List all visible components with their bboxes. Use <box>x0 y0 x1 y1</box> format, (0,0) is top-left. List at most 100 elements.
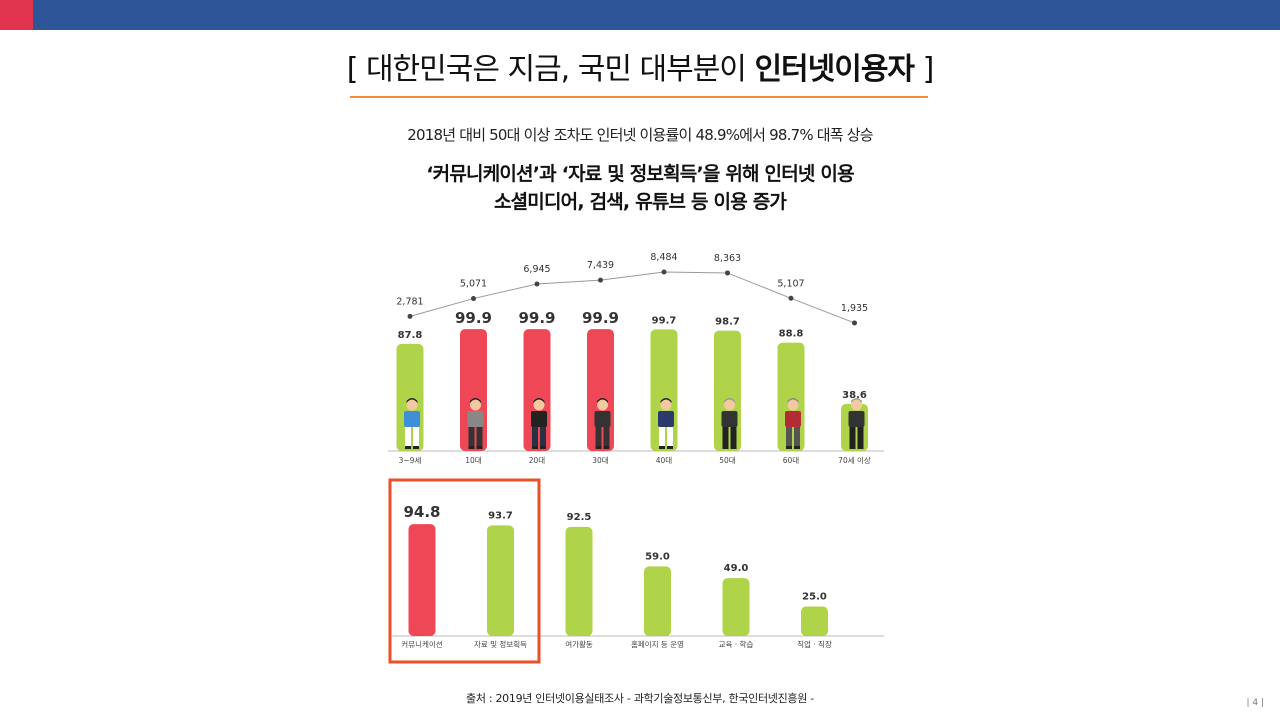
title-prefix: [ 대한민국은 지금, 국민 대부분이 <box>346 52 755 87</box>
age-bar-value: 99.9 <box>455 309 492 327</box>
purpose-bar <box>408 524 436 636</box>
figure-left-shoe <box>405 446 411 449</box>
highlight-box <box>388 478 541 664</box>
figure-hair <box>470 398 481 403</box>
subtitle-purpose-line1: ‘커뮤니케이션’과 ‘자료 및 정보획득’을 위해 인터넷 이용 <box>426 163 854 185</box>
population-point <box>471 296 476 302</box>
age-category-label: 3~9세 <box>399 456 422 465</box>
middle-aged-figure-icon <box>721 398 738 449</box>
purpose-bar <box>722 578 750 636</box>
population-label: 2,781 <box>396 296 423 307</box>
businessman-figure-icon <box>658 398 674 449</box>
purpose-category-label: 자료 및 정보획득 <box>474 639 527 649</box>
purpose-category-label: 직업 · 직장 <box>797 639 832 649</box>
figure-left-leg <box>849 427 856 447</box>
figure-left-shoe <box>468 446 475 449</box>
title-suffix: ] <box>914 52 935 87</box>
figure-head <box>597 399 608 411</box>
purpose-category-label: 교육 · 학습 <box>719 639 754 649</box>
population-point <box>852 320 857 326</box>
age-bar-value: 99.9 <box>582 309 619 327</box>
purpose-category-label: 여가활동 <box>565 639 593 649</box>
figure-right-leg <box>857 427 864 447</box>
figure-left-shoe <box>786 446 792 449</box>
title-underline <box>350 96 928 98</box>
figure-torso <box>531 411 547 427</box>
purpose-bar <box>565 526 593 636</box>
figure-left-leg <box>532 427 538 447</box>
figure-torso <box>721 411 738 427</box>
purpose-bar-value: 92.5 <box>567 512 592 523</box>
age-category-label: 30대 <box>592 456 609 465</box>
figure-right-leg <box>540 427 546 447</box>
figure-right-shoe <box>540 446 546 449</box>
figure-torso <box>785 411 801 427</box>
figure-right-leg <box>476 427 483 447</box>
population-point <box>661 269 667 275</box>
figure-torso <box>658 411 674 427</box>
figure-head <box>724 399 735 411</box>
age-bar-value: 87.8 <box>398 330 423 341</box>
source-note: 출처 : 2019년 인터넷이용실태조사 - 과학기술정보통신부, 한국인터넷진… <box>466 692 814 705</box>
population-label: 5,071 <box>460 279 487 290</box>
purpose-bar-value: 59.0 <box>645 551 670 562</box>
figure-left-leg <box>468 427 475 447</box>
figure-hair <box>533 398 545 403</box>
age-bar-value: 88.8 <box>779 329 804 340</box>
young-adult-figure-icon <box>531 398 547 449</box>
population-label: 5,107 <box>777 278 804 289</box>
population-point <box>788 295 794 301</box>
figure-right-shoe <box>667 446 673 449</box>
figure-head <box>851 399 862 411</box>
purpose-bar-value: 25.0 <box>802 592 827 603</box>
age-category-label: 60대 <box>783 456 800 465</box>
figure-hair <box>406 398 418 403</box>
population-point <box>598 277 603 283</box>
figure-torso <box>467 411 484 427</box>
figure-head <box>660 399 672 411</box>
figure-left-shoe <box>532 446 538 449</box>
figure-right-shoe <box>794 446 800 449</box>
purpose-category-label: 홈페이지 등 운영 <box>631 639 684 649</box>
figure-head <box>406 399 418 411</box>
title-bold: 인터넷이용자 <box>754 52 915 87</box>
figure-left-shoe <box>595 446 602 449</box>
figure-left-leg <box>786 427 792 447</box>
purpose-bar-value: 94.8 <box>403 503 440 521</box>
purpose-bar <box>801 606 828 636</box>
figure-left-leg <box>405 427 411 447</box>
age-bar-value: 99.7 <box>652 315 677 326</box>
population-label: 7,439 <box>587 260 614 271</box>
figure-torso <box>848 411 865 427</box>
figure-right-leg <box>667 427 673 447</box>
teen-figure-icon <box>467 398 484 449</box>
population-point <box>725 270 730 276</box>
figure-right-leg <box>794 427 800 447</box>
page-title: [ 대한민국은 지금, 국민 대부분이 인터넷이용자 ] <box>340 44 940 88</box>
age-category-label: 70세 이상 <box>838 455 871 465</box>
figure-head <box>787 399 799 411</box>
figure-hair <box>851 398 862 403</box>
top-bar-accent <box>0 0 33 30</box>
population-label: 8,484 <box>650 252 677 263</box>
purpose-bar <box>487 525 514 636</box>
figure-left-shoe <box>659 446 665 449</box>
figure-right-shoe <box>730 446 737 449</box>
figure-left-leg <box>722 427 729 447</box>
senior-figure-icon <box>785 398 801 449</box>
adult-figure-icon <box>594 398 611 449</box>
purpose-bar-value: 49.0 <box>724 563 749 574</box>
population-line <box>409 271 855 324</box>
figure-torso <box>594 411 611 427</box>
age-category-label: 50대 <box>719 456 736 465</box>
figure-hair <box>660 398 672 403</box>
figure-hair <box>724 398 735 403</box>
population-point <box>407 313 413 319</box>
page-number: | 4 | <box>1246 698 1264 708</box>
charts-area: 87.8 3~9세 99.9 10대 99.9 20대 99.9 30대 99.7 40대 98.7… <box>384 226 894 696</box>
age-bar-value: 99.9 <box>518 309 555 327</box>
figure-left-shoe <box>722 446 729 449</box>
figure-right-shoe <box>413 446 419 449</box>
subtitle-purpose-line2: 소셜미디어, 검색, 유튜브 등 이용 증가 <box>493 191 787 213</box>
purpose-bar <box>644 566 671 636</box>
